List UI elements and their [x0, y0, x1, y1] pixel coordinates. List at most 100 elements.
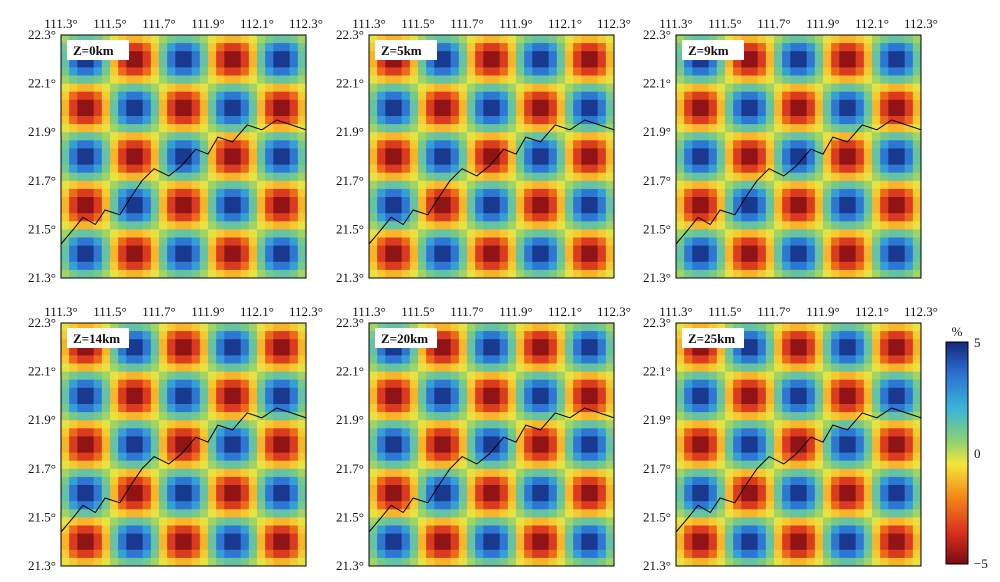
- heatmap-cell: [516, 180, 525, 190]
- heatmap-cell: [61, 156, 70, 166]
- heatmap-cell: [700, 493, 710, 502]
- heatmap-cell: [749, 253, 759, 263]
- heatmap-cell: [475, 379, 484, 389]
- heatmap-cell: [377, 67, 386, 77]
- heatmap-cell: [467, 51, 476, 60]
- heatmap-cell: [896, 180, 906, 190]
- heatmap-cell: [565, 221, 574, 230]
- heatmap-cell: [232, 436, 242, 446]
- heatmap-cell: [774, 51, 783, 60]
- heatmap-cell: [208, 253, 217, 263]
- heatmap-cell: [208, 452, 217, 462]
- heatmap-cell: [741, 339, 751, 348]
- heatmap-cell: [467, 387, 476, 397]
- heatmap-cell: [61, 35, 70, 44]
- heatmap-cell: [297, 172, 306, 182]
- heatmap-cell: [183, 387, 193, 397]
- heatmap-cell: [159, 387, 168, 397]
- heatmap-cell: [77, 460, 87, 470]
- heatmap-cell: [573, 148, 582, 158]
- heatmap-cell: [85, 323, 95, 332]
- heatmap-cell: [69, 412, 78, 421]
- heatmap-cell: [61, 75, 70, 85]
- heatmap-cell: [676, 269, 685, 278]
- heatmap-cell: [142, 205, 152, 214]
- heatmap-cell: [589, 485, 599, 494]
- heatmap-cell: [708, 485, 718, 494]
- heatmap-cell: [782, 156, 791, 166]
- heatmap-cell: [61, 188, 70, 198]
- heatmap-cell: [191, 164, 201, 174]
- heatmap-cell: [401, 541, 411, 551]
- heatmap-cell: [134, 91, 144, 101]
- heatmap-cell: [167, 75, 176, 85]
- heatmap-cell: [524, 331, 533, 340]
- heatmap-cell: [532, 164, 542, 174]
- heatmap-cell: [581, 43, 591, 52]
- heatmap-cell: [565, 91, 574, 101]
- heatmap-cell: [450, 83, 460, 93]
- heatmap-cell: [281, 533, 291, 543]
- heatmap-cell: [581, 395, 591, 405]
- heatmap-cell: [401, 188, 411, 198]
- heatmap-cell: [409, 213, 419, 222]
- heatmap-cell: [281, 205, 291, 214]
- heatmap-cell: [208, 355, 217, 365]
- heatmap-cell: [507, 188, 517, 198]
- heatmap-cell: [839, 261, 849, 271]
- heatmap-cell: [589, 83, 599, 93]
- heatmap-cell: [532, 363, 542, 373]
- heatmap-cell: [369, 404, 378, 413]
- heatmap-cell: [597, 116, 607, 125]
- heatmap-cell: [126, 420, 136, 429]
- heatmap-cell: [69, 205, 78, 214]
- heatmap-cell: [581, 67, 591, 77]
- heatmap-cell: [556, 452, 566, 462]
- heatmap-cell: [232, 476, 242, 486]
- heatmap-cell: [126, 444, 136, 454]
- heatmap-cell: [297, 452, 306, 462]
- heatmap-cell: [418, 213, 427, 222]
- heatmap-cell: [467, 557, 476, 566]
- heatmap-cell: [540, 116, 550, 125]
- heatmap-cell: [725, 404, 734, 413]
- heatmap-cell: [257, 379, 266, 389]
- heatmap-cell: [700, 140, 710, 149]
- heatmap-cell: [847, 83, 857, 93]
- heatmap-cell: [393, 35, 403, 44]
- heatmap-cell: [377, 444, 386, 454]
- heatmap-cell: [507, 156, 517, 166]
- heatmap-cell: [77, 221, 87, 230]
- heatmap-cell: [85, 83, 95, 93]
- heatmap-cell: [684, 269, 693, 278]
- heatmap-cell: [725, 148, 734, 158]
- heatmap-cell: [581, 237, 591, 247]
- heatmap-cell: [692, 468, 702, 478]
- heatmap-cell: [524, 452, 533, 462]
- heatmap-cell: [69, 229, 78, 239]
- heatmap-cell: [142, 404, 152, 413]
- heatmap-cell: [183, 261, 193, 271]
- heatmap-cell: [581, 124, 591, 133]
- heatmap-cell: [167, 253, 176, 263]
- heatmap-cell: [401, 164, 411, 174]
- heatmap-cell: [765, 43, 775, 52]
- heatmap-cell: [289, 436, 299, 446]
- heatmap-cell: [377, 99, 386, 109]
- heatmap-cell: [101, 91, 111, 101]
- heatmap-cell: [532, 229, 542, 239]
- heatmap-cell: [159, 245, 168, 255]
- heatmap-cell: [199, 180, 209, 190]
- heatmap-cell: [548, 83, 558, 93]
- heatmap-cell: [265, 237, 274, 247]
- heatmap-cell: [806, 156, 816, 166]
- heatmap-cell: [700, 269, 710, 278]
- heatmap-cell: [774, 331, 783, 340]
- heatmap-cell: [532, 59, 542, 68]
- heatmap-cell: [565, 51, 574, 60]
- heatmap-cell: [483, 347, 493, 356]
- heatmap-cell: [369, 420, 378, 429]
- heatmap-cell: [708, 180, 718, 190]
- heatmap-cell: [118, 501, 127, 510]
- heatmap-cell: [273, 460, 283, 470]
